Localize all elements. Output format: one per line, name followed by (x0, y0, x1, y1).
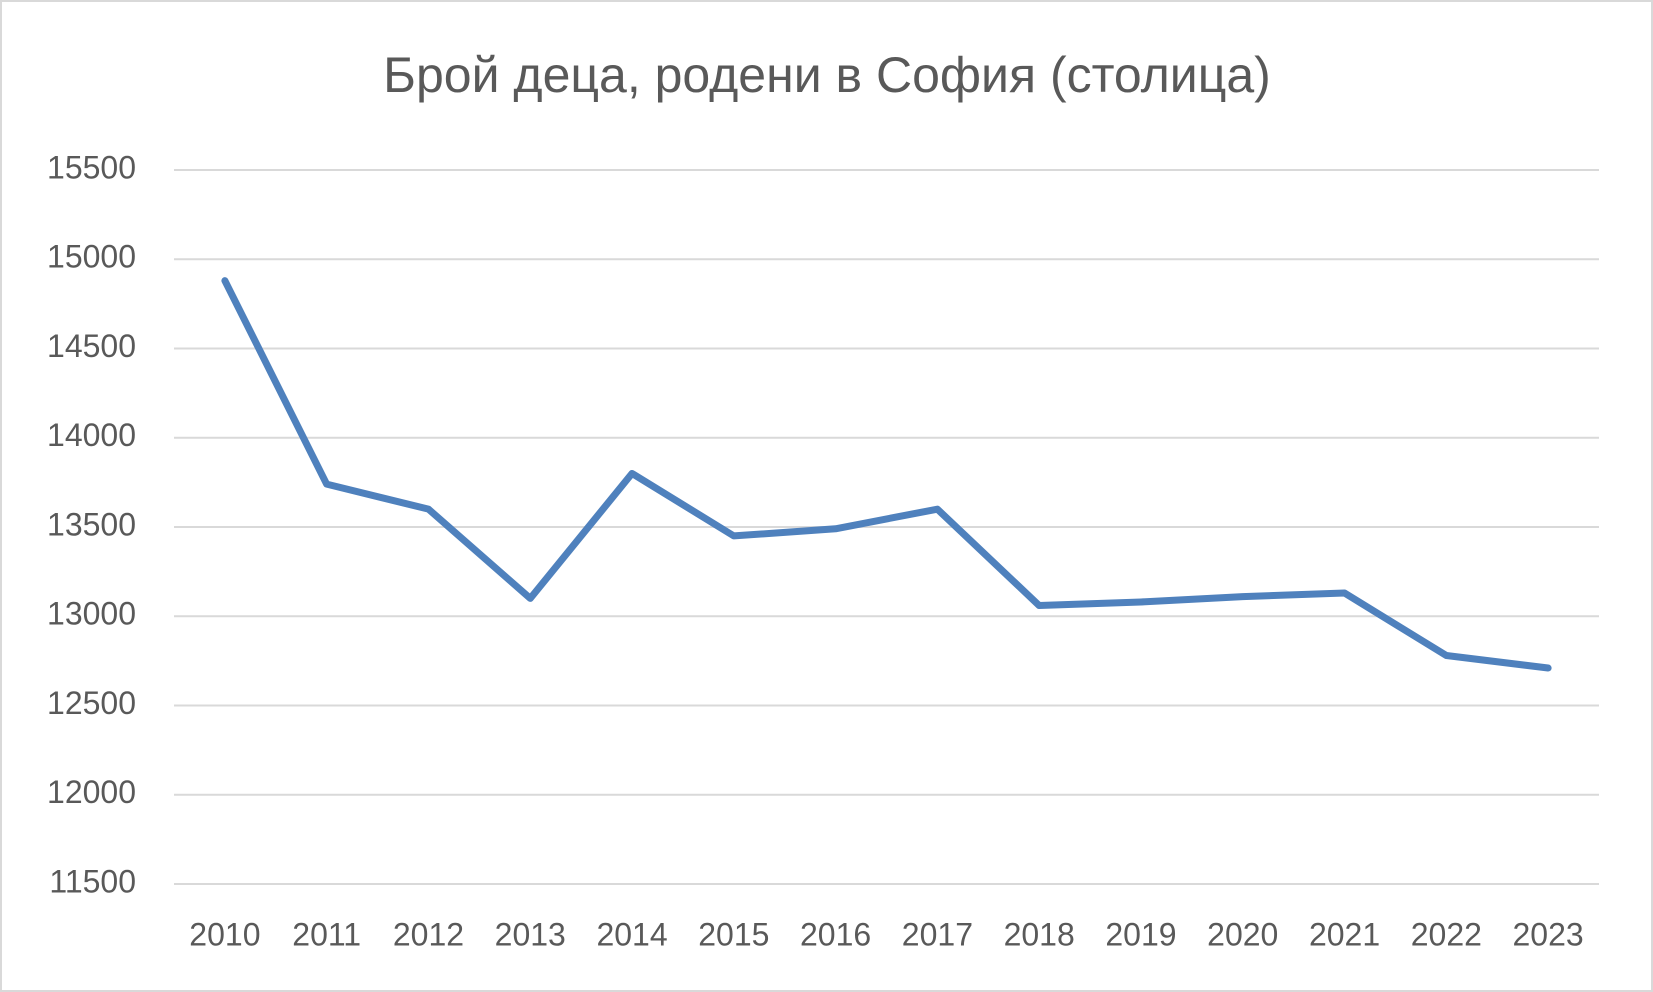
x-tick-label: 2012 (393, 916, 464, 952)
x-tick-label: 2023 (1513, 916, 1584, 952)
x-tick-label: 2010 (189, 916, 260, 952)
y-tick-label: 13500 (47, 506, 136, 542)
chart-title: Брой деца, родени в София (столица) (383, 47, 1271, 103)
x-tick-label: 2018 (1004, 916, 1075, 952)
x-tick-label: 2011 (292, 916, 361, 952)
y-tick-label: 11500 (49, 863, 136, 899)
y-tick-label: 14000 (47, 417, 136, 453)
x-tick-label: 2022 (1411, 916, 1482, 952)
y-tick-label: 13000 (47, 596, 136, 632)
line-series (221, 277, 1552, 672)
y-tick-label: 15500 (47, 149, 136, 185)
x-tick-label: 2013 (495, 916, 566, 952)
x-tick-label: 2017 (902, 916, 973, 952)
y-tick-label: 14500 (47, 328, 136, 364)
y-tick-label: 12000 (47, 774, 136, 810)
x-tick-label: 2015 (698, 916, 769, 952)
y-tick-label: 15000 (47, 239, 136, 275)
x-tick-label: 2019 (1105, 916, 1176, 952)
x-tick-label: 2020 (1207, 916, 1278, 952)
x-tick-label: 2021 (1309, 916, 1380, 952)
x-tick-label: 2014 (596, 916, 667, 952)
x-tick-label: 2016 (800, 916, 871, 952)
y-tick-label: 12500 (47, 685, 136, 721)
